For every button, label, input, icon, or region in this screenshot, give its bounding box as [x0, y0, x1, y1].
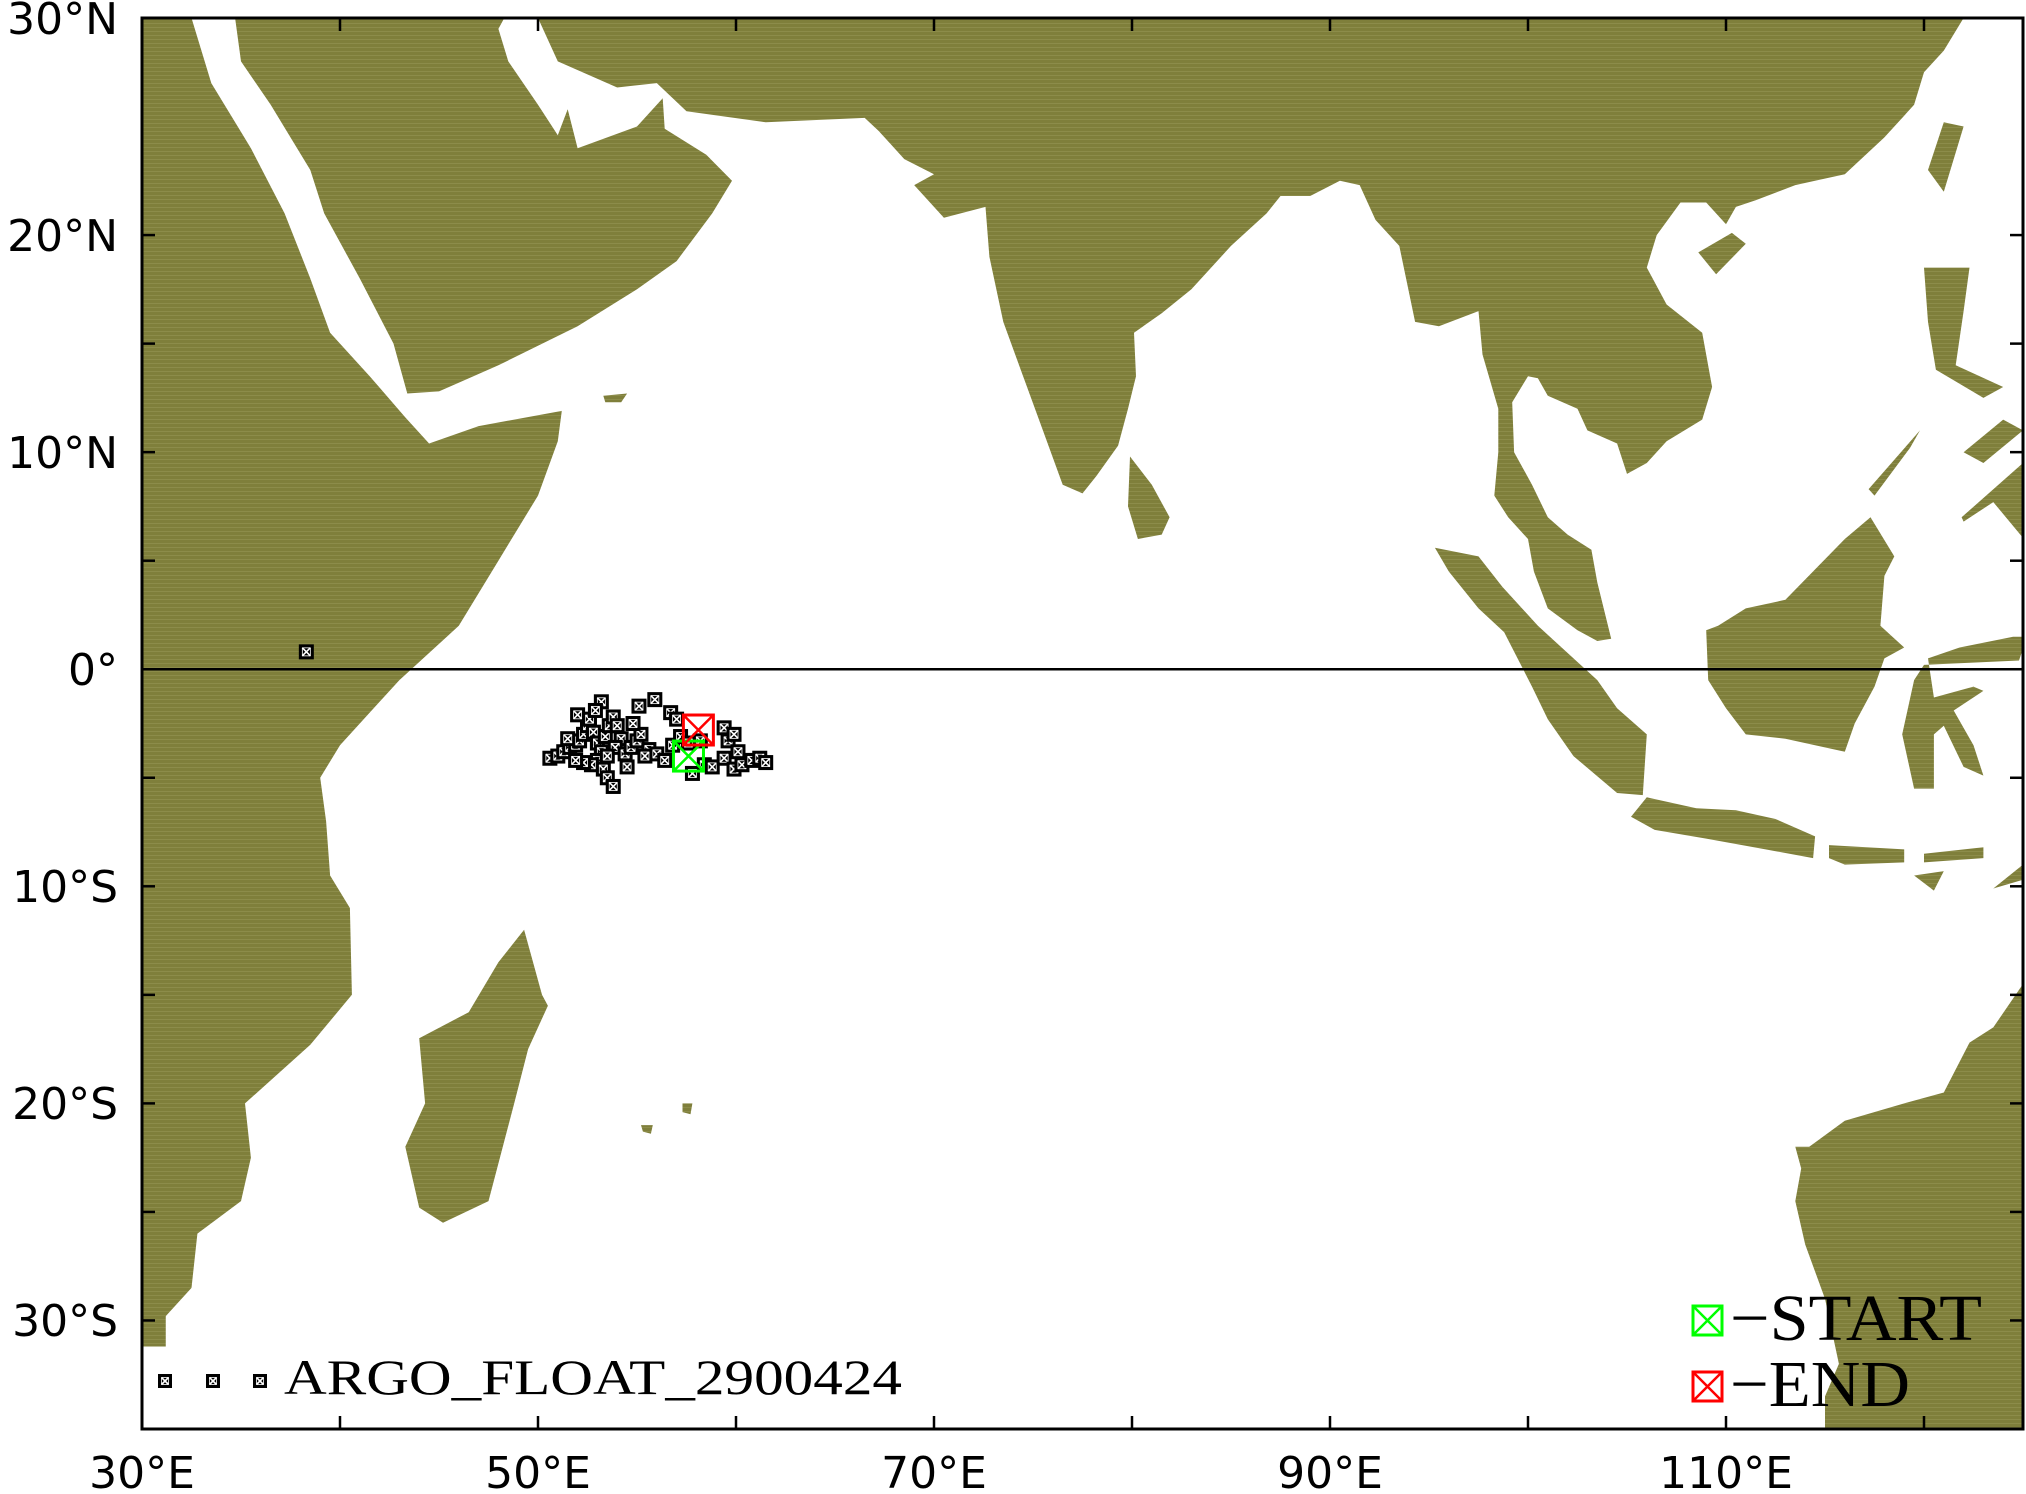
land-lesser-sunda-2	[1914, 871, 1944, 891]
float-position-marker	[587, 702, 603, 718]
start-marker-icon	[1691, 1304, 1724, 1337]
map-frame	[140, 16, 2025, 1431]
float-position-marker	[758, 755, 774, 771]
land-sulawesi	[1902, 636, 2023, 789]
land-taiwan	[1928, 122, 1964, 192]
start-end-legend: −START −END	[1691, 1282, 1982, 1421]
float-position-marker	[619, 759, 635, 775]
float-marker-icon	[158, 1374, 172, 1388]
end-position-marker	[681, 713, 715, 747]
float-position-marker	[726, 726, 742, 742]
lat-label: 20°N	[7, 211, 118, 262]
land-australia	[1795, 984, 2023, 1429]
axis-ticks	[142, 18, 2023, 1429]
float-marker-icon	[253, 1374, 267, 1388]
lon-label: 110°E	[1659, 1448, 1793, 1494]
float-marker-icons	[158, 1374, 267, 1388]
land-asia	[235, 18, 1964, 641]
float-position-marker	[609, 718, 625, 734]
float-position-marker	[684, 765, 700, 781]
end-marker-icon	[1691, 1370, 1724, 1403]
land-mindanao	[1961, 463, 2023, 538]
float-position-marker	[704, 759, 720, 775]
float-position-marker	[730, 744, 746, 760]
start-label: −START	[1730, 1282, 1982, 1355]
float-position-marker	[657, 752, 673, 768]
land-sumatra	[1434, 547, 1647, 796]
float-legend: ARGO_FLOAT_2900424	[158, 1349, 902, 1405]
float-position-marker	[298, 644, 314, 660]
land-lesser-sunda-3	[1924, 847, 1984, 863]
end-label: −END	[1730, 1348, 1910, 1421]
float-position-marker	[669, 711, 685, 727]
land-reunion	[641, 1125, 653, 1134]
lon-label: 50°E	[485, 1448, 591, 1494]
lat-label: 0°	[68, 645, 118, 696]
land-sri-lanka	[1128, 456, 1170, 539]
float-position-marker	[599, 748, 615, 764]
land-timor	[1993, 864, 2023, 889]
land-socotra	[603, 393, 628, 403]
float-track	[298, 644, 774, 794]
land-mauritius	[682, 1103, 693, 1115]
lat-label: 10°S	[12, 862, 118, 913]
land-borneo	[1706, 517, 1905, 752]
lon-label: 90°E	[1277, 1448, 1383, 1494]
float-position-marker	[570, 707, 586, 723]
float-position-marker	[625, 716, 641, 731]
land-palawan	[1868, 430, 1920, 496]
float-id-label: ARGO_FLOAT_2900424	[284, 1349, 902, 1405]
land-layer	[142, 18, 2023, 1429]
float-marker-icon	[206, 1374, 220, 1388]
float-position-marker	[560, 731, 576, 747]
land-java	[1631, 797, 1816, 859]
float-position-marker	[568, 752, 584, 768]
lat-label: 30°S	[12, 1296, 118, 1347]
land-hainan	[1698, 232, 1746, 275]
lat-label: 20°S	[12, 1079, 118, 1130]
float-position-marker	[631, 698, 647, 714]
lon-label: 30°E	[89, 1448, 195, 1494]
lon-label: 70°E	[881, 1448, 987, 1494]
land-africa-west	[142, 18, 166, 1347]
lat-label: 10°N	[7, 428, 118, 479]
land-luzon	[1924, 267, 2004, 398]
float-position-marker	[605, 778, 621, 794]
float-position-marker	[637, 748, 653, 764]
land-lesser-sunda-1	[1829, 845, 1905, 865]
land-visayas	[1963, 419, 2023, 463]
float-position-marker	[647, 692, 663, 708]
lat-label: 30°N	[7, 0, 118, 45]
land-madagascar	[405, 929, 548, 1223]
land-africa	[142, 18, 562, 1429]
